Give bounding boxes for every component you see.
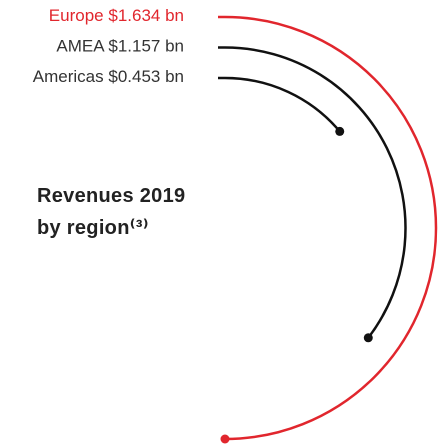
region-value: $1.157 bn <box>108 37 184 56</box>
region-value: $0.453 bn <box>108 67 184 86</box>
arc-bar <box>218 15 438 441</box>
arc-end-dot <box>220 434 230 444</box>
region-name: AMEA <box>56 37 105 56</box>
region-name: Europe <box>49 6 104 25</box>
region-name: Americas <box>33 67 104 86</box>
arc-end-dot <box>335 126 345 136</box>
region-value: $1.634 bn <box>108 6 184 25</box>
region-label: Americas $0.453 bn <box>33 67 184 86</box>
region-label: Europe $1.634 bn <box>49 6 184 25</box>
arc-bar <box>218 76 341 133</box>
region-label: AMEA $1.157 bn <box>56 37 184 56</box>
arc-bar <box>218 46 407 339</box>
arc-end-dot <box>363 333 373 343</box>
chart-title: Revenues 2019 by region⁽³⁾ <box>37 185 186 239</box>
